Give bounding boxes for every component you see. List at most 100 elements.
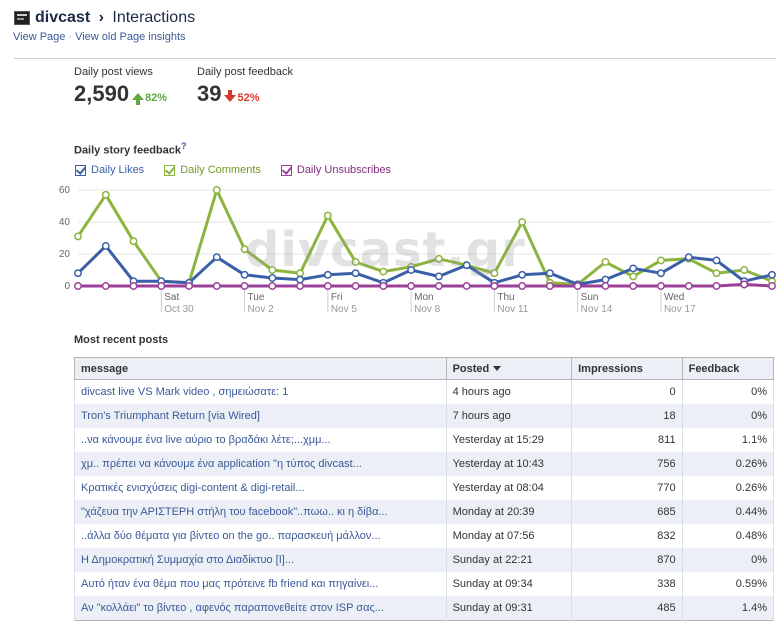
series-line	[78, 282, 773, 288]
data-point	[684, 282, 693, 290]
data-point	[601, 275, 610, 284]
post-posted-cell: Sunday at 22:21	[445, 548, 573, 572]
post-message-link[interactable]: χμ.. πρέπει να κάνουμε ένα application "…	[81, 458, 362, 470]
post-message-cell: ..να κάνουμε ένα live αύριο το βραδάκι λ…	[74, 428, 447, 452]
post-feedback-cell: 1.4%	[681, 596, 775, 621]
data-point	[212, 282, 221, 290]
y-tick-label: 20	[59, 249, 71, 260]
post-impressions-cell: 770	[571, 476, 683, 500]
view-page-link[interactable]: View Page	[13, 31, 66, 43]
data-point	[129, 237, 138, 246]
checkbox-icon[interactable]	[164, 164, 176, 176]
post-message-link[interactable]: Αυτό ήταν ένα θέμα που μας πρότεινε fb f…	[81, 578, 379, 590]
table-row: Κρατικές ενισχύσεις digi-content & digi-…	[74, 476, 775, 500]
post-message-link[interactable]: ..να κάνουμε ένα live αύριο το βραδάκι λ…	[81, 434, 331, 446]
stat-change: 82%	[132, 88, 167, 105]
stat-value: 39	[197, 81, 222, 106]
arrow-up-icon	[132, 92, 145, 105]
table-header-row: message Posted Impressions Feedback	[74, 357, 775, 380]
page-header: divcast › Interactions	[14, 7, 195, 29]
x-date-label: Oct 30	[164, 304, 194, 314]
data-point	[518, 218, 527, 226]
column-header-feedback[interactable]: Feedback	[681, 357, 775, 380]
series-line	[76, 188, 773, 286]
post-posted-cell: Yesterday at 08:04	[445, 476, 573, 500]
data-point	[74, 232, 82, 241]
data-point	[351, 269, 360, 278]
data-point	[268, 274, 277, 282]
stat-daily-post-feedback: Daily post feedback 39 52%	[197, 66, 293, 106]
post-message-link[interactable]: Αν "κολλάει" το βίντεο , αφενός παραπονε…	[81, 602, 384, 614]
data-point	[240, 245, 249, 254]
data-point	[545, 269, 554, 278]
table-row: Η Δημοκρατική Συμμαχία στο Διαδίκτυο [I]…	[74, 548, 775, 572]
x-day-label: Sat	[164, 292, 179, 303]
data-point	[657, 282, 665, 290]
post-impressions-cell: 338	[571, 572, 683, 596]
column-header-impressions[interactable]: Impressions	[571, 357, 683, 380]
data-point	[629, 282, 638, 290]
post-posted-cell: 4 hours ago	[445, 379, 573, 404]
x-date-label: Nov 8	[414, 304, 441, 314]
page-thumbnail-icon	[14, 11, 30, 25]
series-line	[76, 244, 773, 286]
x-day-label: Sun	[581, 292, 599, 303]
data-point	[129, 282, 138, 290]
post-feedback-cell: 0%	[681, 548, 775, 572]
data-point	[212, 253, 221, 262]
legend-daily-likes[interactable]: Daily Likes	[75, 164, 144, 176]
post-posted-cell: Sunday at 09:34	[445, 572, 573, 596]
post-message-cell: ..άλλα δύο θέματα για βίντεο on the go..…	[74, 524, 447, 548]
post-message-cell: Αν "κολλάει" το βίντεο , αφενός παραπονε…	[74, 596, 447, 621]
post-feedback-cell: 1.1%	[681, 428, 775, 452]
post-message-link[interactable]: "χάζευα την ΑΡΙΣΤΕΡΗ στήλη του facebook"…	[81, 506, 388, 518]
post-message-link[interactable]: ..άλλα δύο θέματα για βίντεο on the go..…	[81, 530, 381, 542]
data-point	[351, 282, 360, 290]
data-point	[296, 282, 305, 290]
data-point	[157, 282, 166, 290]
x-day-label: Tue	[248, 292, 265, 303]
post-impressions-cell: 18	[571, 404, 683, 428]
post-message-link[interactable]: Κρατικές ενισχύσεις digi-content & digi-…	[81, 482, 305, 494]
x-date-label: Nov 11	[497, 304, 528, 314]
post-message-link[interactable]: Η Δημοκρατική Συμμαχία στο Διαδίκτυο [I]…	[81, 554, 295, 566]
data-point	[684, 253, 693, 262]
post-impressions-cell: 870	[571, 548, 683, 572]
post-message-link[interactable]: Tron's Triumphant Return [via Wired]	[81, 410, 260, 422]
story-feedback-title: Daily story feedback?	[74, 141, 187, 157]
checkbox-icon[interactable]	[75, 164, 86, 176]
post-feedback-cell: 0.26%	[681, 476, 775, 500]
y-tick-label: 0	[64, 281, 70, 292]
data-point	[434, 282, 443, 290]
section-title: Interactions	[112, 9, 196, 26]
page-title: divcast › Interactions	[35, 9, 195, 27]
data-point	[351, 258, 360, 266]
table-row: "χάζευα την ΑΡΙΣΤΕΡΗ στήλη του facebook"…	[74, 500, 775, 524]
header-divider	[14, 58, 776, 59]
x-date-label: Nov 14	[581, 304, 613, 314]
table-row: χμ.. πρέπει να κάνουμε ένα application "…	[74, 452, 775, 476]
page-name-link[interactable]: divcast	[35, 9, 91, 26]
x-date-label: Nov 5	[331, 304, 358, 314]
post-message-cell: Κρατικές ενισχύσεις digi-content & digi-…	[74, 476, 447, 500]
legend-daily-unsubscribes[interactable]: Daily Unsubscribes	[280, 164, 391, 176]
checkbox-icon[interactable]	[280, 164, 292, 176]
data-point	[657, 256, 665, 265]
column-header-message[interactable]: message	[74, 357, 447, 380]
data-point	[240, 270, 249, 279]
legend-daily-comments[interactable]: Daily Comments	[164, 164, 261, 176]
data-point	[101, 282, 110, 290]
table-row: Αυτό ήταν ένα θέμα που μας πρότεινε fb f…	[74, 572, 775, 596]
help-icon[interactable]: ?	[181, 141, 187, 151]
data-point	[462, 282, 471, 290]
view-old-insights-link[interactable]: View old Page insights	[75, 31, 186, 43]
post-feedback-cell: 0%	[681, 379, 775, 404]
y-tick-label: 40	[59, 217, 71, 228]
post-posted-cell: Monday at 20:39	[445, 500, 573, 524]
post-message-link[interactable]: divcast live VS Mark video , σημειώσατε:…	[81, 386, 289, 398]
column-header-posted[interactable]: Posted	[445, 357, 573, 380]
recent-posts-title: Most recent posts	[74, 334, 169, 346]
post-message-cell: χμ.. πρέπει να κάνουμε ένα application "…	[74, 452, 447, 476]
x-day-label: Fri	[331, 292, 343, 303]
y-tick-label: 60	[59, 185, 71, 196]
